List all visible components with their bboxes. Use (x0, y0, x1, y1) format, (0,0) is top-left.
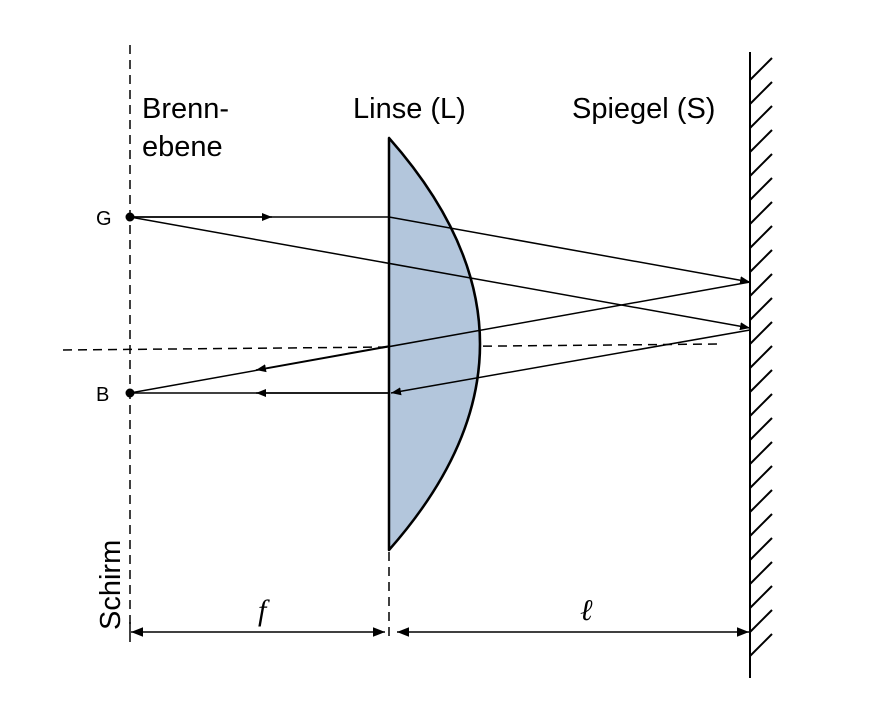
mirror-hatch-line (749, 465, 773, 489)
mirror-hatch-line (749, 177, 773, 201)
mirror-hatch-line (749, 249, 773, 273)
mirror-hatch-line (749, 153, 773, 177)
mirror-hatch-line (749, 585, 773, 609)
point-b-dot (125, 388, 135, 398)
light-rays (129, 213, 751, 397)
dim-f-label: f (258, 594, 270, 627)
mirror-hatch-line (749, 57, 773, 81)
mirror-hatch-line (749, 537, 773, 561)
mirror-hatch-line (749, 129, 773, 153)
ray-mirror-to-lens-lower (390, 329, 751, 396)
mirror-hatch-line (749, 561, 773, 585)
mirror-label: Spiegel (S) (572, 93, 715, 125)
mirror-hatch-line (749, 513, 773, 537)
mirror-hatch-line (749, 225, 773, 249)
focal-plane-label-line1: Brenn- (142, 93, 229, 125)
focal-plane-label-line2: ebene (142, 131, 223, 163)
mirror-hatch-line (749, 633, 773, 657)
lens-shape (387, 136, 482, 552)
mirror-hatch-line (749, 369, 773, 393)
mirror-hatch-line (749, 441, 773, 465)
dim-l-label: ℓ (580, 594, 593, 627)
mirror-hatch-line (749, 81, 773, 105)
point-g-dot (125, 212, 135, 222)
mirror-hatch-line (749, 105, 773, 129)
optical-axis (62, 343, 721, 351)
point-g-label: G (96, 208, 112, 230)
mirror-hatch-line (749, 201, 773, 225)
ray-mirror-center-to-b (129, 281, 751, 394)
ray-g-center-to-mirror (129, 216, 751, 331)
mirror-hatching (749, 57, 773, 657)
point-b-label: B (96, 384, 109, 406)
mirror-hatch-line (749, 417, 773, 441)
ray-mirror-center-arrow (255, 345, 390, 373)
lens-label: Linse (L) (353, 93, 466, 125)
mirror-hatch-line (749, 297, 773, 321)
mirror-hatch-line (749, 609, 773, 633)
mirror-hatch-line (749, 393, 773, 417)
screen-label: Schirm (95, 540, 127, 630)
mirror-hatch-line (749, 345, 773, 369)
mirror-hatch-line (749, 321, 773, 345)
mirror-hatch-line (749, 489, 773, 513)
ray-lens-to-mirror-upper (388, 216, 751, 285)
mirror-hatch-line (749, 273, 773, 297)
